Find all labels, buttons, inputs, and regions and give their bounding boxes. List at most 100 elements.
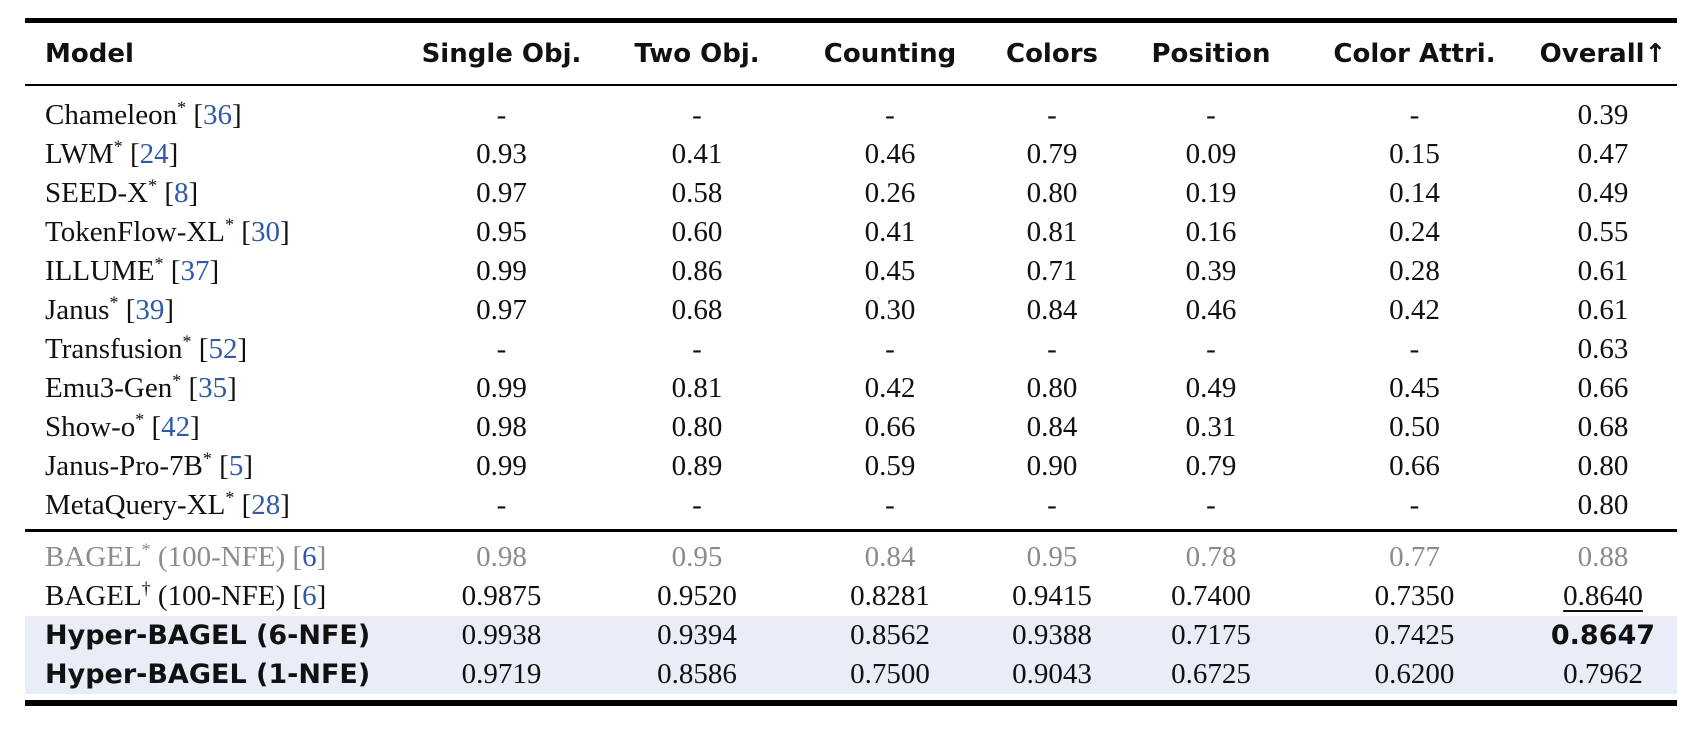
value-single-obj: - (496, 99, 507, 131)
value-overall: 0.66 (1577, 372, 1629, 404)
value-counting: 0.8281 (850, 580, 930, 612)
value-single-obj: 0.93 (476, 138, 527, 170)
value-color-attri: 0.6200 (1374, 658, 1455, 690)
value-color-attri: 0.24 (1389, 216, 1440, 248)
model-name: LWM (45, 138, 114, 170)
value-overall: 0.80 (1577, 450, 1629, 482)
value-color-attri: - (1409, 99, 1420, 131)
model-name-cell: Hyper-BAGEL (6-NFE) (25, 620, 407, 651)
value-color-attri: 0.28 (1389, 255, 1440, 287)
table-row: BAGEL† (100-NFE) [6] 0.9875 0.9520 0.8281 0.… (25, 577, 1677, 616)
model-mark: * (135, 409, 145, 430)
value-single-obj: 0.99 (476, 372, 527, 404)
model-name-cell: Show-o* [42] (45, 409, 200, 443)
table-header: Model Single Obj. Two Obj. Counting Colo… (25, 23, 1677, 86)
table-row: MetaQuery-XL* [28] - - - - - - 0.80 (25, 486, 1677, 525)
value-two-obj: 0.8586 (657, 658, 737, 690)
value-two-obj: 0.89 (671, 450, 723, 482)
value-counting: - (885, 333, 895, 365)
value-colors: 0.84 (1026, 294, 1078, 326)
table-row: Transfusion* [52] - - - - - - 0.63 (25, 330, 1677, 369)
value-position: 0.6725 (1171, 658, 1251, 690)
model-name-cell: LWM* [24] (45, 136, 179, 170)
model-mark: * (141, 539, 151, 560)
value-color-attri: 0.7350 (1374, 580, 1455, 612)
header-colors: Colors (1005, 38, 1098, 69)
citation-ref: 42 (161, 411, 191, 443)
model-mark: * (177, 97, 187, 118)
value-colors: - (1047, 99, 1057, 131)
value-color-attri: 0.66 (1389, 450, 1440, 482)
value-single-obj: 0.95 (476, 216, 527, 248)
value-two-obj: 0.58 (671, 177, 723, 209)
value-colors: 0.79 (1026, 138, 1078, 170)
results-table: Model Single Obj. Two Obj. Counting Colo… (25, 18, 1677, 706)
value-two-obj: - (692, 99, 702, 131)
value-color-attri: 0.15 (1389, 138, 1440, 170)
value-position: 0.79 (1185, 450, 1237, 482)
citation-ref: 36 (203, 99, 232, 131)
value-position: 0.39 (1185, 255, 1237, 287)
value-counting: 0.59 (864, 450, 916, 482)
citation-ref: 37 (180, 255, 210, 287)
baseline-group: Chameleon* [36] - - - - - - 0.39 LWM* [24] 0.93 0.… (25, 86, 1677, 532)
value-single-obj: 0.98 (476, 411, 527, 443)
value-overall: 0.55 (1577, 216, 1629, 248)
header-single-obj: Single Obj. (421, 38, 582, 69)
model-mark: * (172, 370, 182, 391)
header-counting: Counting (823, 38, 957, 69)
value-single-obj: 0.98 (476, 541, 527, 573)
value-single-obj: 0.97 (476, 294, 527, 326)
model-name: Hyper-BAGEL (6-NFE) (45, 620, 371, 651)
model-mark: * (113, 136, 123, 157)
value-two-obj: 0.68 (671, 294, 723, 326)
model-name-cell: Transfusion* [52] (45, 331, 248, 365)
model-name: MetaQuery-XL (45, 489, 226, 521)
table-row: Hyper-BAGEL (1-NFE) 0.9719 0.8586 0.7500 0.9… (25, 655, 1677, 694)
value-overall: 0.61 (1577, 294, 1629, 326)
value-counting: 0.7500 (850, 658, 930, 690)
value-colors: 0.71 (1026, 255, 1078, 287)
value-overall: 0.61 (1577, 255, 1629, 287)
value-two-obj: 0.95 (671, 541, 723, 573)
value-position: 0.46 (1185, 294, 1237, 326)
model-mark: * (109, 292, 119, 313)
value-color-attri: 0.7425 (1374, 619, 1455, 651)
citation-ref: 52 (208, 333, 238, 365)
value-position: 0.7175 (1171, 619, 1251, 651)
header-overall: Overall↑ (1539, 38, 1667, 69)
value-two-obj: 0.86 (671, 255, 723, 287)
value-colors: 0.9388 (1012, 619, 1092, 651)
model-name-cell: MetaQuery-XL* [28] (45, 487, 290, 521)
value-position: 0.16 (1185, 216, 1237, 248)
value-single-obj: 0.99 (476, 450, 527, 482)
value-single-obj: 0.9719 (461, 658, 542, 690)
value-color-attri: - (1409, 333, 1420, 365)
value-two-obj: 0.80 (671, 411, 723, 443)
model-name-cell: BAGEL† (100-NFE) [6] (45, 578, 327, 612)
value-colors: - (1047, 333, 1057, 365)
value-counting: 0.41 (864, 216, 916, 248)
value-counting: 0.26 (864, 177, 916, 209)
value-color-attri: - (1409, 489, 1420, 521)
model-name: BAGEL (45, 541, 142, 573)
value-color-attri: 0.50 (1389, 411, 1440, 443)
model-name: Chameleon (45, 99, 178, 131)
model-name-cell: TokenFlow-XL* [30] (45, 214, 290, 248)
model-mark: * (225, 214, 235, 235)
value-overall: 0.68 (1577, 411, 1629, 443)
citation-ref: 30 (250, 216, 280, 248)
value-color-attri: 0.42 (1389, 294, 1440, 326)
citation-ref: 39 (135, 294, 165, 326)
value-colors: 0.90 (1026, 450, 1078, 482)
value-counting: 0.8562 (850, 619, 930, 651)
value-position: 0.31 (1185, 411, 1237, 443)
model-name-cell: ILLUME* [37] (45, 253, 220, 287)
header-two-obj: Two Obj. (634, 38, 760, 69)
model-name: SEED-X (45, 177, 149, 209)
citation-ref: 8 (174, 177, 189, 209)
value-position: 0.49 (1185, 372, 1237, 404)
value-single-obj: - (496, 333, 507, 365)
model-mark: * (148, 175, 158, 196)
header-color-attri: Color Attri. (1333, 38, 1496, 69)
